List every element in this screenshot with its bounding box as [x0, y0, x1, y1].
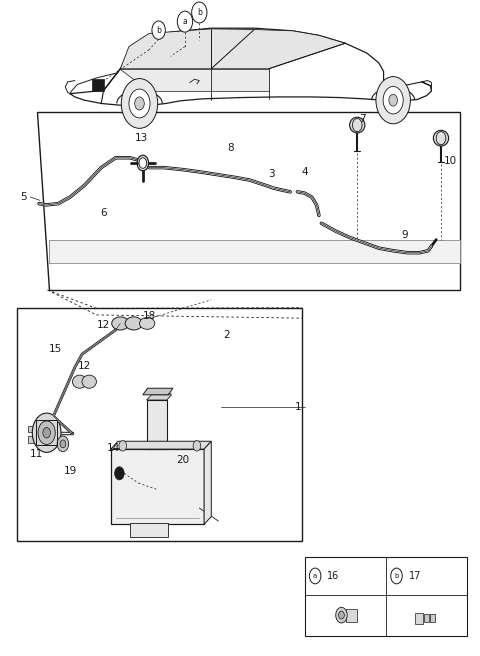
Circle shape — [338, 611, 344, 619]
Bar — [36, 420, 57, 445]
Bar — [28, 436, 37, 443]
Polygon shape — [120, 29, 254, 69]
Polygon shape — [48, 239, 460, 262]
Text: 1: 1 — [295, 401, 301, 411]
Bar — [305, 557, 468, 636]
Bar — [415, 613, 423, 624]
Text: 8: 8 — [227, 143, 234, 153]
Bar — [17, 308, 302, 541]
Text: 3: 3 — [268, 169, 275, 179]
Circle shape — [336, 607, 347, 623]
Polygon shape — [211, 30, 345, 69]
Ellipse shape — [72, 375, 87, 388]
Polygon shape — [120, 69, 211, 91]
Ellipse shape — [82, 375, 96, 388]
Circle shape — [43, 428, 50, 438]
Text: b: b — [394, 573, 399, 579]
Circle shape — [177, 11, 192, 32]
Bar — [147, 400, 167, 449]
Text: b: b — [156, 26, 161, 35]
Text: 5: 5 — [20, 192, 27, 202]
Circle shape — [135, 97, 144, 110]
Circle shape — [57, 436, 69, 452]
Ellipse shape — [433, 131, 449, 146]
Polygon shape — [147, 395, 171, 400]
Bar — [130, 523, 168, 537]
Text: 18: 18 — [143, 311, 156, 321]
Circle shape — [310, 568, 321, 584]
Text: 19: 19 — [63, 466, 77, 476]
Circle shape — [139, 158, 147, 169]
Ellipse shape — [349, 117, 365, 133]
Bar — [28, 426, 37, 432]
Circle shape — [115, 467, 124, 480]
Polygon shape — [143, 388, 173, 395]
Bar — [431, 614, 435, 623]
Ellipse shape — [140, 318, 155, 329]
Circle shape — [129, 89, 150, 118]
Text: 20: 20 — [176, 455, 189, 465]
Circle shape — [119, 441, 127, 451]
Polygon shape — [36, 112, 460, 290]
Bar — [346, 609, 357, 622]
Text: 9: 9 — [402, 230, 408, 240]
Text: b: b — [197, 8, 202, 17]
Text: a: a — [182, 17, 187, 26]
Bar — [424, 614, 429, 623]
Text: 2: 2 — [223, 329, 230, 340]
Ellipse shape — [125, 317, 143, 330]
Bar — [111, 449, 204, 524]
Circle shape — [192, 2, 207, 23]
Circle shape — [352, 119, 362, 132]
Ellipse shape — [112, 317, 129, 330]
Text: 13: 13 — [135, 133, 148, 143]
Circle shape — [389, 94, 397, 106]
Text: 4: 4 — [301, 167, 308, 177]
Text: 10: 10 — [444, 156, 457, 166]
Text: 15: 15 — [49, 344, 62, 354]
Circle shape — [383, 87, 403, 114]
Circle shape — [32, 413, 61, 453]
Circle shape — [391, 568, 402, 584]
Text: 11: 11 — [30, 449, 43, 459]
Text: 6: 6 — [100, 209, 107, 218]
Text: 7: 7 — [359, 113, 365, 123]
Text: a: a — [313, 573, 317, 579]
Bar — [92, 79, 104, 91]
Polygon shape — [111, 441, 211, 449]
Circle shape — [137, 155, 149, 171]
Polygon shape — [204, 441, 211, 524]
Circle shape — [193, 441, 201, 451]
Text: 16: 16 — [327, 571, 339, 581]
Circle shape — [60, 440, 66, 448]
Circle shape — [436, 132, 446, 145]
Text: 12: 12 — [97, 319, 110, 330]
Circle shape — [38, 421, 55, 445]
Polygon shape — [211, 69, 269, 91]
Text: 12: 12 — [78, 361, 91, 371]
Circle shape — [376, 77, 410, 124]
Circle shape — [121, 79, 157, 129]
Circle shape — [152, 21, 165, 39]
Text: 14: 14 — [107, 443, 120, 453]
Text: 17: 17 — [408, 571, 421, 581]
